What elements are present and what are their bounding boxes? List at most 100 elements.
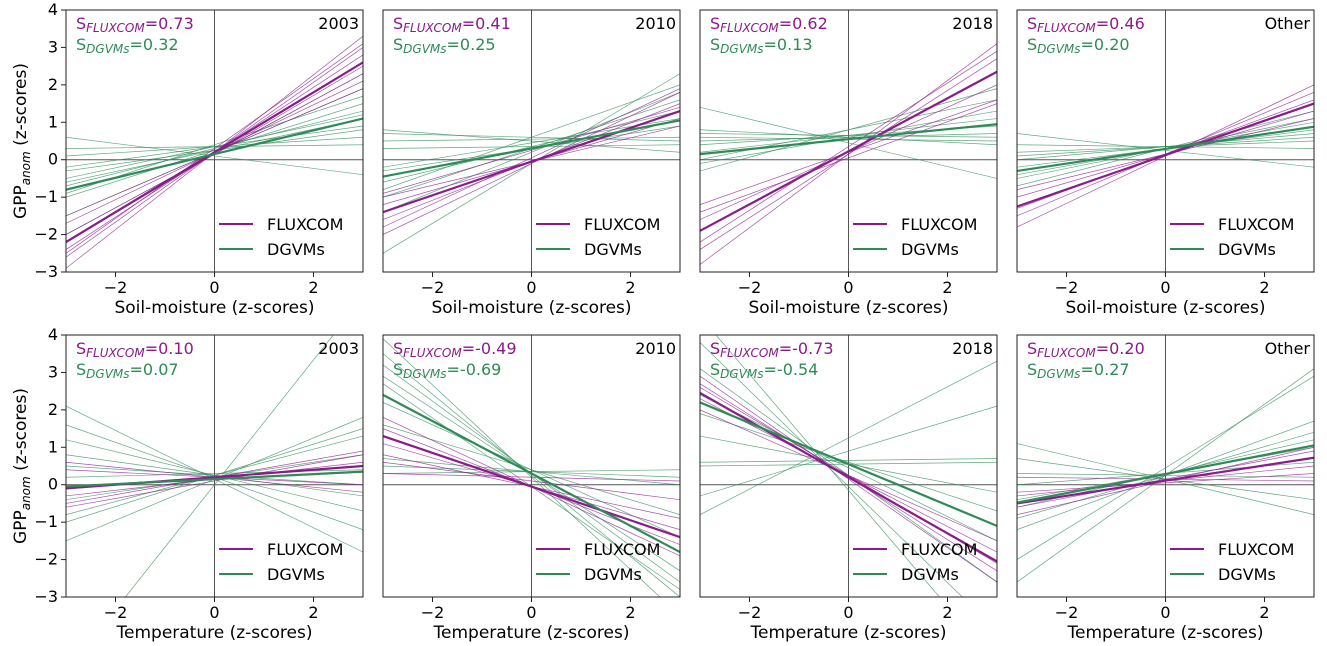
x-axis-label: Temperature (z-scores): [1067, 623, 1264, 643]
x-tick-label: −2: [1055, 278, 1079, 297]
dgvm-sensitivity-label: SDGVMs=0.07: [76, 360, 179, 381]
x-axis-label: Temperature (z-scores): [750, 623, 947, 643]
dgvm-sensitivity-label: SDGVMs=0.13: [710, 35, 813, 56]
panel-soil-moisture-2003: −2 0 2 −3 −2 −1 0 1 2 3 4 GPPanom (z-scores) Soil-mo…: [11, 0, 364, 318]
dgvm-member-line: [1017, 144, 1314, 149]
x-tick-label: 2: [1259, 603, 1269, 622]
panel-year-label: Other: [1265, 339, 1311, 358]
dgvm-mean-line: [1017, 444, 1314, 504]
y-tick-label: 3: [48, 37, 58, 56]
y-tick-label: 1: [48, 112, 58, 131]
dgvm-mean-line: [383, 119, 680, 178]
fluxcom-sensitivity-label: SFLUXCOM=-0.49: [393, 339, 517, 360]
x-axis-label: Temperature (z-scores): [433, 623, 630, 643]
x-axis-label: Soil-moisture (z-scores): [748, 298, 948, 318]
dgvm-member-line: [383, 458, 680, 486]
legend: FLUXCOM DGVMs: [219, 215, 343, 259]
dgvm-member-line: [700, 133, 997, 142]
x-tick-label: 0: [843, 603, 853, 622]
x-tick-label: −2: [421, 278, 445, 297]
x-tick-label: 0: [1160, 603, 1170, 622]
x-tick-label: −2: [104, 603, 128, 622]
plot-area: [700, 335, 997, 597]
x-tick-label: 0: [843, 278, 853, 297]
legend-fluxcom-label: FLUXCOM: [267, 540, 343, 559]
y-tick-label: −1: [34, 187, 58, 206]
x-tick-label: 2: [625, 278, 635, 297]
dgvm-member-line: [1017, 420, 1314, 530]
x-tick-label: 2: [625, 603, 635, 622]
fluxcom-member-line: [700, 50, 997, 243]
legend: FLUXCOM DGVMs: [536, 540, 660, 584]
legend-dgvm-label: DGVMs: [267, 565, 325, 584]
dgvm-sensitivity-label: SDGVMs=0.27: [1027, 360, 1130, 381]
legend-fluxcom-label: FLUXCOM: [267, 215, 343, 234]
legend: FLUXCOM DGVMs: [219, 540, 343, 584]
plot-area: [383, 338, 680, 597]
legend-fluxcom-label: FLUXCOM: [1218, 215, 1294, 234]
panel-year-label: 2003: [318, 14, 359, 33]
fluxcom-mean-line: [66, 61, 363, 243]
dgvm-member-line: [383, 129, 680, 153]
dgvm-member-line: [66, 136, 363, 176]
plot-area: [66, 35, 363, 269]
panel-year-label: 2003: [318, 339, 359, 358]
fluxcom-sensitivity-label: SFLUXCOM=0.20: [1027, 339, 1145, 360]
legend-dgvm-label: DGVMs: [584, 240, 642, 259]
fluxcom-member-line: [383, 461, 680, 501]
dgvm-member-line: [383, 92, 680, 213]
plot-area: [700, 43, 997, 265]
legend-fluxcom-label: FLUXCOM: [584, 540, 660, 559]
x-tick-label: 0: [526, 603, 536, 622]
fluxcom-member-line: [700, 375, 997, 583]
y-tick-label: 4: [48, 0, 58, 19]
x-axis-label: Soil-moisture (z-scores): [431, 298, 631, 318]
dgvm-sensitivity-label: SDGVMs=-0.54: [710, 360, 818, 381]
dgvm-member-line: [383, 353, 680, 597]
plot-area: [383, 73, 680, 254]
legend-dgvm-label: DGVMs: [901, 240, 959, 259]
dgvm-mean-line: [66, 117, 363, 191]
legend-dgvm-label: DGVMs: [1218, 240, 1276, 259]
plot-area: [66, 335, 363, 597]
dgvm-sensitivity-label: SDGVMs=0.25: [393, 35, 496, 56]
legend: FLUXCOM DGVMs: [1170, 540, 1294, 584]
x-tick-label: 2: [308, 603, 318, 622]
fluxcom-member-line: [383, 92, 680, 235]
x-tick-label: −2: [104, 278, 128, 297]
legend-fluxcom-label: FLUXCOM: [901, 540, 977, 559]
fluxcom-member-line: [66, 43, 363, 254]
fluxcom-member-line: [383, 88, 680, 228]
legend-fluxcom-label: FLUXCOM: [1218, 540, 1294, 559]
legend-dgvm-label: DGVMs: [584, 565, 642, 584]
fluxcom-member-line: [1017, 473, 1314, 493]
dgvm-mean-line: [700, 123, 997, 156]
x-tick-label: −2: [738, 603, 762, 622]
fluxcom-sensitivity-label: SFLUXCOM=0.62: [710, 14, 828, 35]
dgvm-member-line: [383, 424, 680, 515]
fluxcom-member-line: [700, 103, 997, 213]
fluxcom-sensitivity-label: SFLUXCOM=0.41: [393, 14, 511, 35]
legend-dgvm-label: DGVMs: [267, 240, 325, 259]
plot-area: [1017, 368, 1314, 583]
dgvm-member-line: [383, 118, 680, 168]
x-tick-label: −2: [1055, 603, 1079, 622]
legend-dgvm-label: DGVMs: [1218, 565, 1276, 584]
x-tick-label: 0: [1160, 278, 1170, 297]
panel-year-label: 2010: [635, 339, 676, 358]
panel-temperature-2003: −2 0 2 −3 −2 −1 0 1 2 3 4 GPPanom (z-scores) Tempera…: [11, 325, 364, 643]
fluxcom-sensitivity-label: SFLUXCOM=0.10: [76, 339, 194, 360]
fluxcom-member-line: [1017, 450, 1314, 508]
y-tick-label: 4: [48, 325, 58, 344]
legend: FLUXCOM DGVMs: [536, 215, 660, 259]
dgvm-member-line: [66, 469, 363, 478]
x-tick-label: 2: [308, 278, 318, 297]
legend: FLUXCOM DGVMs: [853, 540, 977, 584]
dgvm-member-line: [700, 106, 997, 179]
dgvm-member-line: [66, 125, 363, 168]
fluxcom-mean-line: [700, 392, 997, 563]
dgvm-sensitivity-label: SDGVMs=0.20: [1027, 35, 1130, 56]
dgvm-member-line: [700, 394, 997, 542]
